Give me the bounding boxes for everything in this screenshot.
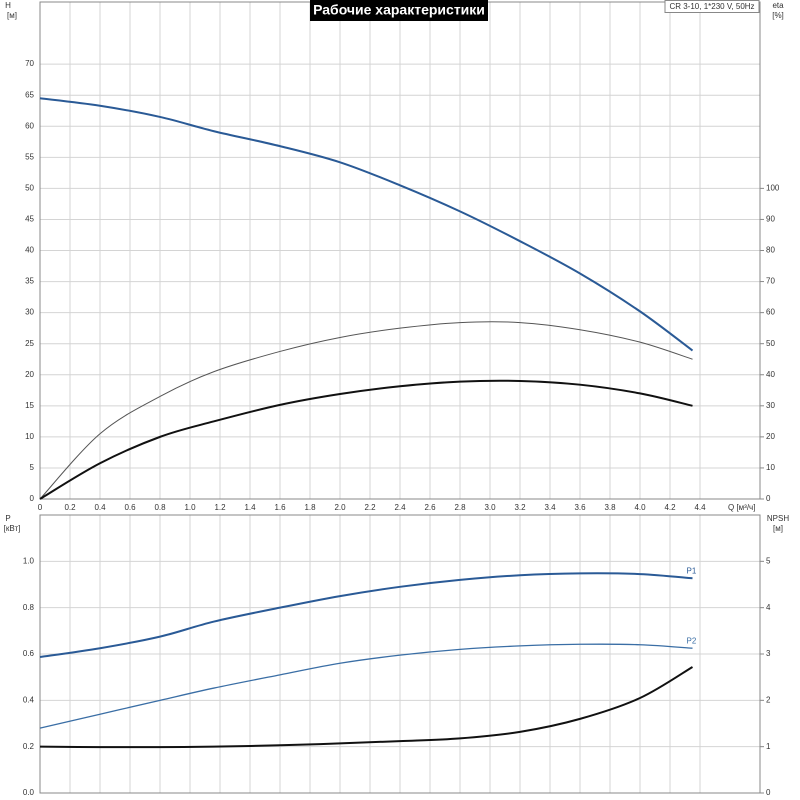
- x-tick-label: 1.2: [214, 503, 226, 512]
- x-tick-label: 2.0: [334, 503, 346, 512]
- x-tick-label: 1.0: [184, 503, 196, 512]
- title-box: [310, 0, 488, 21]
- y-tick-label: 0.6: [23, 649, 35, 658]
- y2-tick-label: 30: [766, 401, 775, 410]
- x-tick-label: 2.6: [424, 503, 436, 512]
- curve: [39, 572, 693, 659]
- curve: [39, 379, 693, 500]
- y-tick-label: 0.2: [23, 742, 35, 751]
- y2-axis-label: eta: [772, 1, 784, 10]
- y-axis-label: [м]: [7, 11, 17, 20]
- x-tick-label: 4.0: [634, 503, 646, 512]
- y-tick-label: 50: [25, 183, 34, 192]
- x-tick-label: 3.6: [574, 503, 586, 512]
- curve-label: P1: [687, 566, 697, 575]
- y-tick-label: 5: [30, 463, 35, 472]
- y-axis-label: H: [5, 1, 11, 10]
- curve: [39, 666, 694, 749]
- y2-tick-label: 80: [766, 246, 775, 255]
- y2-tick-label: 0: [766, 788, 771, 797]
- y2-axis-label: [%]: [772, 11, 784, 20]
- x-tick-label: 3.8: [604, 503, 616, 512]
- x-tick-label: 3.2: [514, 503, 526, 512]
- y2-tick-label: 5: [766, 556, 771, 565]
- x-tick-label: 4.2: [664, 503, 676, 512]
- y-tick-label: 15: [25, 401, 34, 410]
- y2-tick-label: 60: [766, 308, 775, 317]
- y2-tick-label: 40: [766, 370, 775, 379]
- y-axis-label: [кВт]: [4, 524, 21, 533]
- chart-subtitle: CR 3-10, 1*230 V, 50Hz: [669, 2, 754, 11]
- y2-axis-label: [м]: [773, 524, 783, 533]
- y-tick-label: 55: [25, 152, 34, 161]
- y-tick-label: 60: [25, 121, 34, 130]
- y-tick-label: 0: [30, 494, 35, 503]
- y2-tick-label: 70: [766, 277, 775, 286]
- y2-tick-label: 50: [766, 339, 775, 348]
- x-tick-label: 2.2: [364, 503, 376, 512]
- y-tick-label: 45: [25, 215, 34, 224]
- y-tick-label: 35: [25, 277, 34, 286]
- x-tick-label: 0.8: [154, 503, 166, 512]
- y2-tick-label: 10: [766, 463, 775, 472]
- y2-tick-label: 2: [766, 695, 771, 704]
- chart-title: Рабочие характеристики: [313, 2, 485, 18]
- x-axis-label: Q [м³/ч]: [728, 503, 755, 512]
- curve: [39, 643, 693, 729]
- x-tick-label: 2.8: [454, 503, 466, 512]
- y-tick-label: 20: [25, 370, 34, 379]
- y-tick-label: 10: [25, 432, 34, 441]
- x-tick-label: 1.6: [274, 503, 286, 512]
- y2-tick-label: 1: [766, 742, 771, 751]
- y-tick-label: 40: [25, 246, 34, 255]
- curve: [39, 97, 694, 352]
- y-axis-label: P: [5, 514, 10, 523]
- y-tick-label: 0.0: [23, 788, 35, 797]
- x-tick-label: 3.0: [484, 503, 496, 512]
- y-tick-label: 25: [25, 339, 34, 348]
- curve-label: P2: [687, 636, 697, 645]
- x-tick-label: 4.4: [694, 503, 706, 512]
- y2-tick-label: 20: [766, 432, 775, 441]
- y-tick-label: 65: [25, 90, 34, 99]
- curve: [39, 321, 693, 500]
- x-tick-label: 2.4: [394, 503, 406, 512]
- plot-frame: [39, 514, 761, 794]
- y2-axis-label: NPSH: [767, 514, 789, 523]
- y-tick-label: 1.0: [23, 556, 35, 565]
- y2-tick-label: 4: [766, 603, 771, 612]
- x-tick-label: 3.4: [544, 503, 556, 512]
- y2-tick-label: 100: [766, 183, 780, 192]
- info-box: [664, 0, 760, 13]
- x-tick-label: 1.4: [244, 503, 256, 512]
- y-tick-label: 0.8: [23, 603, 35, 612]
- y-tick-label: 0.4: [23, 695, 35, 704]
- y2-tick-label: 90: [766, 215, 775, 224]
- y2-tick-label: 3: [766, 649, 771, 658]
- x-tick-label: 0: [38, 503, 43, 512]
- y2-tick-label: 0: [766, 494, 771, 503]
- x-tick-label: 0.6: [124, 503, 136, 512]
- x-tick-label: 0.2: [64, 503, 76, 512]
- x-tick-label: 0.4: [94, 503, 106, 512]
- x-tick-label: 1.8: [304, 503, 316, 512]
- y-tick-label: 30: [25, 308, 34, 317]
- y-tick-label: 70: [25, 59, 34, 68]
